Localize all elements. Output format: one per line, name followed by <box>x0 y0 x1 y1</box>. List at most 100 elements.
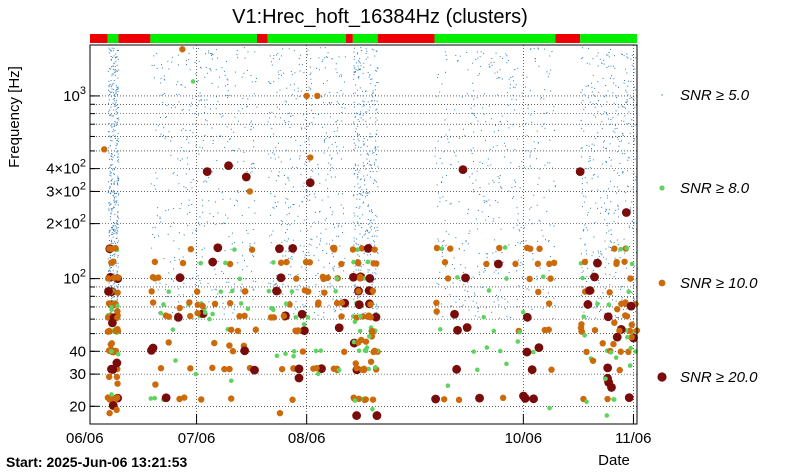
point-snr-band-2 <box>241 312 248 320</box>
point-snr5 <box>617 317 619 319</box>
point-snr5 <box>245 190 247 192</box>
point-snr-band-2 <box>369 287 377 295</box>
point-snr5 <box>526 150 528 152</box>
point-snr5 <box>116 118 118 120</box>
y-tick-label: 20 <box>69 398 86 415</box>
point-snr5 <box>253 167 255 169</box>
point-snr5 <box>344 257 346 259</box>
point-snr5 <box>297 289 299 291</box>
point-snr5 <box>116 219 118 221</box>
point-snr5 <box>314 211 316 213</box>
point-snr5 <box>375 230 377 232</box>
point-snr5 <box>626 72 628 74</box>
point-snr5 <box>553 129 555 131</box>
point-snr5 <box>230 248 232 250</box>
point-snr5 <box>114 255 116 257</box>
point-snr5 <box>463 250 465 252</box>
point-snr5 <box>377 67 379 69</box>
point-snr5 <box>497 299 499 301</box>
point-snr5 <box>616 127 618 129</box>
point-snr5 <box>218 188 220 190</box>
point-snr5 <box>359 265 361 267</box>
point-snr5 <box>505 145 507 147</box>
point-snr5 <box>301 128 303 130</box>
point-snr5 <box>587 85 589 87</box>
point-snr5 <box>529 151 531 153</box>
point-snr5 <box>111 155 113 157</box>
point-snr-band-1 <box>491 328 497 334</box>
point-snr5 <box>331 167 333 169</box>
point-snr5 <box>295 285 297 287</box>
status-segment-off <box>377 34 435 43</box>
point-snr5 <box>285 231 287 233</box>
point-snr5 <box>355 69 357 71</box>
point-snr5 <box>186 138 188 140</box>
point-snr5 <box>282 293 284 295</box>
point-snr5 <box>111 159 113 161</box>
point-snr-band-2 <box>252 326 259 333</box>
point-snr5 <box>442 316 444 318</box>
point-snr5 <box>369 163 371 165</box>
point-snr5 <box>181 158 183 160</box>
point-snr5 <box>303 245 305 247</box>
point-snr5 <box>472 62 474 64</box>
point-snr5 <box>114 94 116 96</box>
point-snr5 <box>304 279 306 281</box>
point-snr5 <box>597 65 599 67</box>
point-snr5 <box>188 199 190 201</box>
point-snr-band-1 <box>366 334 372 339</box>
point-snr5 <box>341 120 343 122</box>
point-snr5 <box>537 47 539 49</box>
point-snr-band-1 <box>305 314 311 320</box>
point-snr5 <box>326 252 328 254</box>
point-snr5 <box>511 98 513 100</box>
point-snr-band-1 <box>370 406 375 412</box>
point-snr-band-2 <box>341 348 348 356</box>
point-snr-band-2 <box>591 326 599 334</box>
point-snr5 <box>366 139 368 141</box>
point-snr5 <box>159 218 161 220</box>
point-snr5 <box>615 300 617 302</box>
point-snr5 <box>497 297 499 299</box>
point-snr5 <box>234 71 236 73</box>
point-snr5 <box>302 185 304 187</box>
point-snr5 <box>217 86 219 88</box>
point-snr5 <box>361 195 363 197</box>
point-snr5 <box>324 47 326 49</box>
point-snr5 <box>269 262 271 264</box>
point-snr5 <box>594 87 596 89</box>
point-snr5 <box>375 149 377 151</box>
point-snr5 <box>155 172 157 174</box>
point-snr5 <box>112 115 114 117</box>
point-snr5 <box>360 194 362 196</box>
point-snr5 <box>442 196 444 198</box>
point-snr5 <box>267 121 269 123</box>
point-snr5 <box>626 99 628 101</box>
point-snr5 <box>359 198 361 200</box>
point-snr-band-2 <box>209 364 216 372</box>
point-notable-cluster <box>101 146 108 153</box>
point-snr5 <box>542 308 544 310</box>
point-snr5 <box>287 176 289 178</box>
point-snr-band-1 <box>629 261 635 267</box>
point-snr5 <box>508 190 510 192</box>
point-snr-band-3 <box>107 318 117 328</box>
point-snr5 <box>245 278 247 280</box>
point-snr5 <box>277 285 279 287</box>
point-snr5 <box>249 245 251 247</box>
point-snr5 <box>111 73 113 75</box>
point-snr5 <box>353 73 355 75</box>
point-snr-band-3 <box>607 383 616 392</box>
point-snr5 <box>222 302 224 304</box>
point-snr5 <box>628 122 630 124</box>
point-snr5 <box>633 144 635 146</box>
point-snr5 <box>251 81 253 83</box>
point-snr5 <box>286 240 288 242</box>
point-snr5 <box>496 145 498 147</box>
point-snr5 <box>116 139 118 141</box>
point-snr5 <box>624 79 626 81</box>
point-snr5 <box>198 60 200 62</box>
point-snr5 <box>316 236 318 238</box>
point-snr5 <box>365 192 367 194</box>
point-snr5 <box>377 82 379 84</box>
